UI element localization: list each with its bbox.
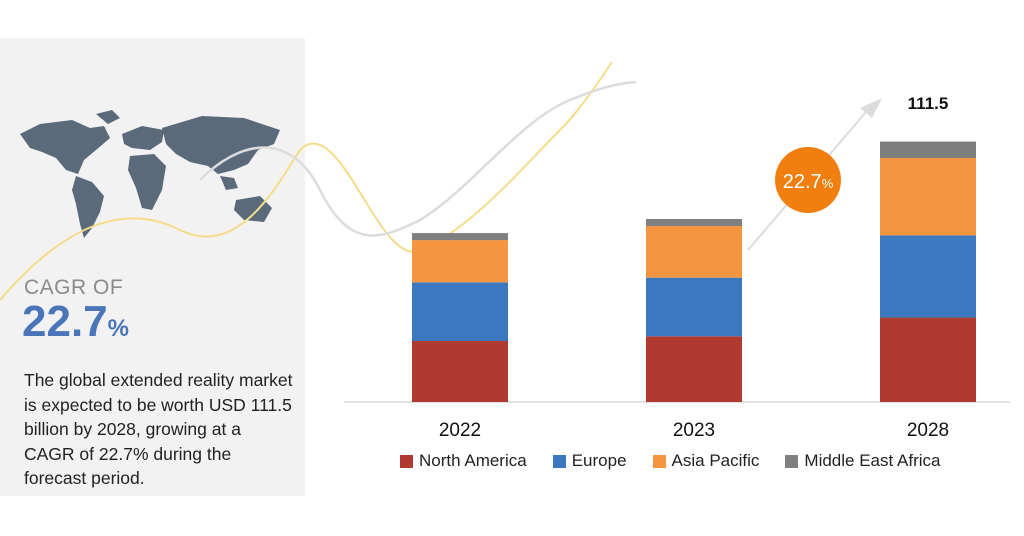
- cagr-badge-text: 22.7%: [783, 171, 834, 193]
- legend-item-asia-pacific: Asia Pacific: [652, 451, 760, 471]
- cagr-number: 22.7: [22, 297, 108, 346]
- legend-swatch: [785, 454, 799, 468]
- total-label-2028: 111.5: [908, 94, 949, 113]
- legend-swatch: [552, 454, 566, 468]
- legend-label: Europe: [571, 451, 627, 470]
- market-description: The global extended reality market is ex…: [24, 370, 293, 488]
- decor-curve-gray: [199, 80, 637, 237]
- bar-2028-asia-pacific: [880, 158, 976, 236]
- legend-label: North America: [419, 451, 527, 470]
- bar-2022-europe: [412, 282, 508, 341]
- bar-2023-europe: [646, 277, 742, 337]
- decor-curve-yellow: [0, 61, 613, 301]
- badge-value: 22.7: [783, 171, 822, 193]
- x-tick-labels: 2022 2023 2028: [439, 420, 949, 441]
- bar-2023-asia-pacific: [646, 226, 742, 278]
- bar-2028-middle-east-africa: [880, 141, 976, 158]
- legend-item-middle-east-africa: Middle East Africa: [785, 451, 940, 471]
- x-tick-label-2028: 2028: [907, 420, 949, 441]
- bar-2028-north-america: [880, 317, 976, 402]
- cagr-badge: [775, 147, 841, 213]
- bar-2022-middle-east-africa: [412, 233, 508, 241]
- bar-2023-middle-east-africa: [646, 219, 742, 227]
- bar-2022-north-america: [412, 341, 508, 402]
- legend-label: Asia Pacific: [671, 451, 760, 470]
- legend-swatch: [400, 454, 413, 468]
- world-map-icon: [20, 110, 280, 238]
- bar-2028-europe: [880, 235, 976, 318]
- legend-swatch: [652, 454, 666, 468]
- legend-item-north-america: North America: [400, 451, 527, 471]
- info-panel: CAGR OF 22.7% The global extended realit…: [0, 38, 305, 496]
- badge-suffix: %: [822, 176, 834, 191]
- legend-label: Middle East Africa: [804, 451, 941, 470]
- bar-2023-north-america: [646, 336, 742, 402]
- bar-2022-asia-pacific: [412, 240, 508, 283]
- legend: North America Europe Asia Pacific Middle…: [400, 451, 940, 471]
- x-tick-label-2023: 2023: [673, 420, 715, 441]
- cagr-percent-sign: %: [107, 315, 129, 342]
- cagr-value: 22.7%: [22, 300, 129, 344]
- cagr-label: CAGR OF: [24, 276, 124, 299]
- legend-item-europe: Europe: [552, 451, 627, 471]
- bars-group: [412, 141, 976, 402]
- x-tick-label-2022: 2022: [439, 420, 481, 441]
- growth-arrow-head-icon: [860, 98, 882, 118]
